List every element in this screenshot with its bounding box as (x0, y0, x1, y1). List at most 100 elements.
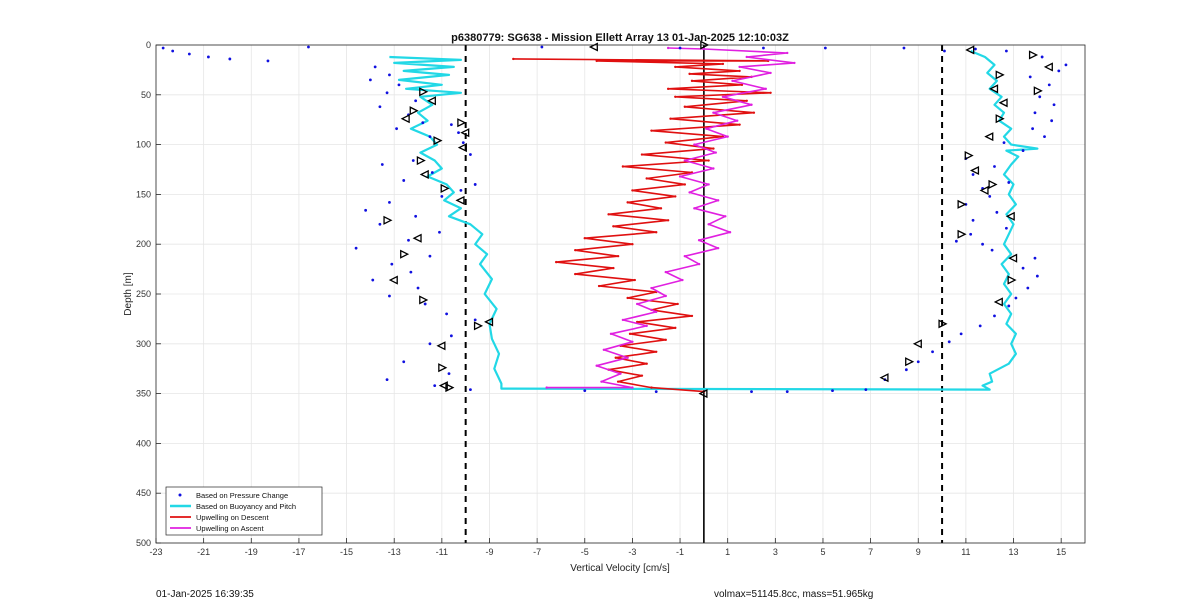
ascent-point (697, 239, 701, 242)
descent-point (640, 374, 644, 377)
pressure-change-point (416, 286, 420, 290)
descent-point (512, 57, 515, 61)
x-tick-label: 7 (868, 547, 873, 557)
ascent-point (707, 223, 710, 226)
pressure-change-point (954, 239, 958, 243)
y-tick-label: 150 (136, 189, 151, 199)
velocity-marker (1033, 86, 1043, 96)
descent-point (645, 177, 648, 180)
velocity-marker (426, 96, 436, 106)
descent-point (633, 278, 636, 282)
footer-vol-mass: volmax=51145.8cc, mass=51.965kg (714, 589, 874, 600)
velocity-marker (436, 341, 446, 351)
pressure-change-point (1004, 226, 1008, 230)
pressure-change-point (1007, 304, 1011, 308)
velocity-marker (438, 381, 448, 391)
ascent-point (702, 47, 706, 51)
pressure-change-point (407, 238, 410, 242)
ascent-point (683, 159, 687, 162)
descent-point (583, 237, 586, 240)
descent-point (650, 386, 653, 389)
pressure-change-point (981, 242, 984, 246)
ascent-point (600, 380, 603, 383)
pressure-change-point (171, 49, 175, 53)
pressure-change-point (161, 46, 165, 50)
y-tick-label: 250 (136, 289, 151, 299)
velocity-marker (484, 317, 494, 327)
chart-title: p6380779: SG638 - Mission Ellett Array 1… (451, 32, 789, 44)
pressure-change-point (1057, 69, 1061, 73)
descent-point (655, 350, 658, 353)
x-tick-label: -11 (436, 547, 448, 557)
descent-point (574, 272, 577, 276)
y-tick-label: 200 (136, 239, 151, 249)
x-tick-label: 9 (916, 547, 921, 557)
pressure-change-point (469, 153, 472, 156)
pressure-change-point (390, 262, 394, 266)
descent-point (631, 189, 634, 192)
velocity-marker (473, 321, 484, 331)
velocity-marker (1007, 275, 1017, 285)
ascent-point (545, 386, 548, 389)
descent-point (721, 62, 725, 66)
descent-point (626, 296, 629, 300)
velocity-marker (383, 215, 393, 225)
descent-point (612, 266, 615, 270)
ascent-point (664, 294, 667, 298)
pressure-change-point (440, 194, 444, 198)
pressure-change-point (654, 390, 658, 394)
ascent-point (769, 71, 772, 75)
ascent-point (724, 215, 727, 218)
descent-point (650, 129, 653, 132)
x-tick-label: -21 (197, 547, 210, 557)
pressure-change-point (1021, 266, 1025, 270)
pressure-change-point (380, 163, 384, 166)
ascent-point (666, 46, 670, 50)
descent-point (707, 159, 710, 162)
pressure-change-point (904, 368, 908, 372)
velocity-marker (938, 319, 948, 329)
ascent-point (764, 87, 768, 91)
ascent-point (745, 55, 748, 59)
pressure-change-point (187, 52, 191, 56)
grid (155, 44, 1085, 544)
pressure-change-point (978, 324, 982, 328)
y-tick-label: 400 (136, 438, 151, 448)
legend-label: Based on Buoyancy and Pitch (196, 502, 296, 511)
pressure-change-point (428, 254, 432, 258)
descent-point (595, 59, 598, 63)
descent-point (666, 87, 670, 91)
descent-point (669, 117, 672, 120)
pressure-change-point (388, 200, 391, 204)
ascent-point (681, 278, 684, 282)
pressure-change-point (402, 360, 406, 364)
pressure-change-point (430, 171, 434, 174)
velocity-marker (433, 136, 443, 146)
pressure-change-point (459, 189, 463, 192)
velocity-marker (416, 155, 426, 166)
y-tick-label: 100 (136, 140, 151, 150)
pressure-change-point (428, 135, 432, 139)
pressure-change-point (823, 46, 827, 50)
pressure-change-point (449, 123, 453, 127)
pressure-change-point (414, 99, 418, 103)
legend-swatch-pressure (178, 493, 182, 497)
pressure-change-point (974, 47, 977, 51)
ascent-point (595, 364, 598, 367)
pressure-change-point (1052, 103, 1056, 107)
pressure-change-point (988, 194, 992, 198)
pressure-change-point (414, 214, 418, 218)
pressure-change-point (433, 384, 437, 388)
velocity-marker (419, 87, 429, 97)
descent-point (574, 248, 577, 252)
y-tick-label: 500 (136, 538, 151, 548)
ascent-point (693, 207, 696, 210)
pressure-change-point (1043, 135, 1046, 139)
y-tick-label: 350 (136, 389, 151, 399)
velocity-marker (445, 383, 455, 393)
ascent-point (650, 286, 653, 290)
x-tick-label: -7 (533, 547, 541, 557)
descent-point (626, 201, 629, 204)
ascent-point (697, 262, 701, 266)
pressure-change-point (388, 73, 391, 77)
